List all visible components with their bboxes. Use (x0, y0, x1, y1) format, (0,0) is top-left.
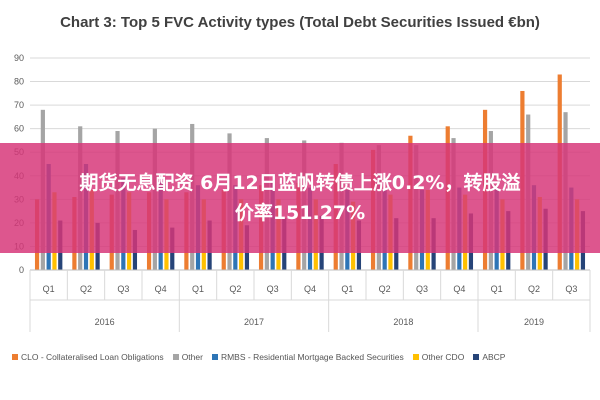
x-tick-label: Q4 (304, 284, 316, 294)
x-tick-label: Q1 (491, 284, 503, 294)
legend-swatch (412, 354, 419, 360)
y-tick-label: 80 (14, 77, 24, 87)
legend-item: Other (172, 352, 203, 362)
legend-item: ABCP (473, 352, 505, 362)
year-label: 2018 (393, 317, 413, 327)
x-tick-label: Q1 (43, 284, 55, 294)
x-tick-label: Q3 (267, 284, 279, 294)
y-tick-label: 60 (14, 124, 24, 134)
legend-label: ABCP (482, 352, 506, 362)
year-label: 2016 (95, 317, 115, 327)
legend-label: Other (181, 352, 203, 362)
x-tick-label: Q4 (453, 284, 465, 294)
x-tick-label: Q2 (229, 284, 241, 294)
legend-swatch (172, 354, 179, 360)
y-tick-label: 0 (19, 265, 24, 275)
legend-swatch (211, 354, 218, 360)
x-tick-label: Q3 (416, 284, 428, 294)
y-tick-label: 90 (14, 53, 24, 63)
legend-label: CLO - Collateralised Loan Obligations (21, 352, 164, 362)
chart-title: Chart 3: Top 5 FVC Activity types (Total… (60, 14, 540, 31)
overlay-line-1: 期货无息配资 6月12日蓝帆转债上涨0.2%，转股溢 (79, 172, 521, 194)
x-tick-label: Q1 (341, 284, 353, 294)
chart-legend: CLO - Collateralised Loan Obligations Oth… (12, 352, 597, 362)
legend-label: Other CDO (421, 352, 465, 362)
overlay-banner: 期货无息配资 6月12日蓝帆转债上涨0.2%，转股溢 价率151.27% (0, 143, 600, 253)
y-tick-label: 70 (14, 100, 24, 110)
year-label: 2017 (244, 317, 264, 327)
legend-item: RMBS - Residential Mortgage Backed Secur… (211, 352, 404, 362)
legend-item: Other CDO (412, 352, 465, 362)
x-tick-label: Q3 (117, 284, 129, 294)
x-tick-label: Q3 (565, 284, 577, 294)
x-tick-label: Q2 (80, 284, 92, 294)
x-tick-label: Q1 (192, 284, 204, 294)
x-tick-label: Q2 (528, 284, 540, 294)
legend-label: RMBS - Residential Mortgage Backed Secur… (220, 352, 404, 362)
year-label: 2019 (524, 317, 544, 327)
overlay-line-2: 价率151.27% (234, 202, 366, 224)
legend-swatch (12, 354, 18, 360)
legend-swatch (473, 354, 480, 360)
x-tick-label: Q4 (155, 284, 167, 294)
x-tick-label: Q2 (379, 284, 391, 294)
legend-item: CLO - Collateralised Loan Obligations (12, 352, 164, 362)
